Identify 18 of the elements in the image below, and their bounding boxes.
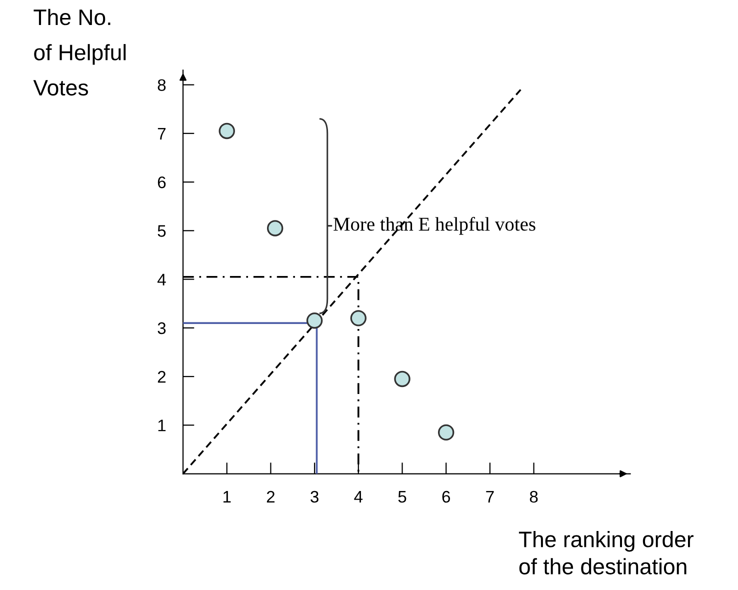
x-axis-title: The ranking order of the destination [518, 530, 694, 574]
y-tick-label: 7 [158, 128, 166, 140]
x-tick-label: 7 [486, 491, 494, 503]
y-tick-label: 6 [158, 176, 166, 188]
x-tick-label: 8 [530, 490, 538, 503]
y-tick-label: 2 [158, 370, 166, 383]
x-tick-label: 1 [224, 491, 231, 503]
y-axis-title: The No. of Helpful Votes [33, 8, 126, 96]
y-tick-label: 8 [158, 79, 166, 91]
y-tick-label: 5 [158, 225, 166, 237]
y-tick-label: 4 [157, 274, 166, 286]
x-tick-label: 2 [266, 490, 275, 503]
y-tick-label: 1 [158, 420, 166, 432]
x-tick-label: 6 [442, 490, 450, 503]
y-tick-label: 3 [158, 322, 166, 334]
x-tick-label: 4 [354, 491, 363, 503]
x-tick-label: 3 [310, 490, 318, 503]
x-tick-label: 5 [398, 491, 406, 503]
